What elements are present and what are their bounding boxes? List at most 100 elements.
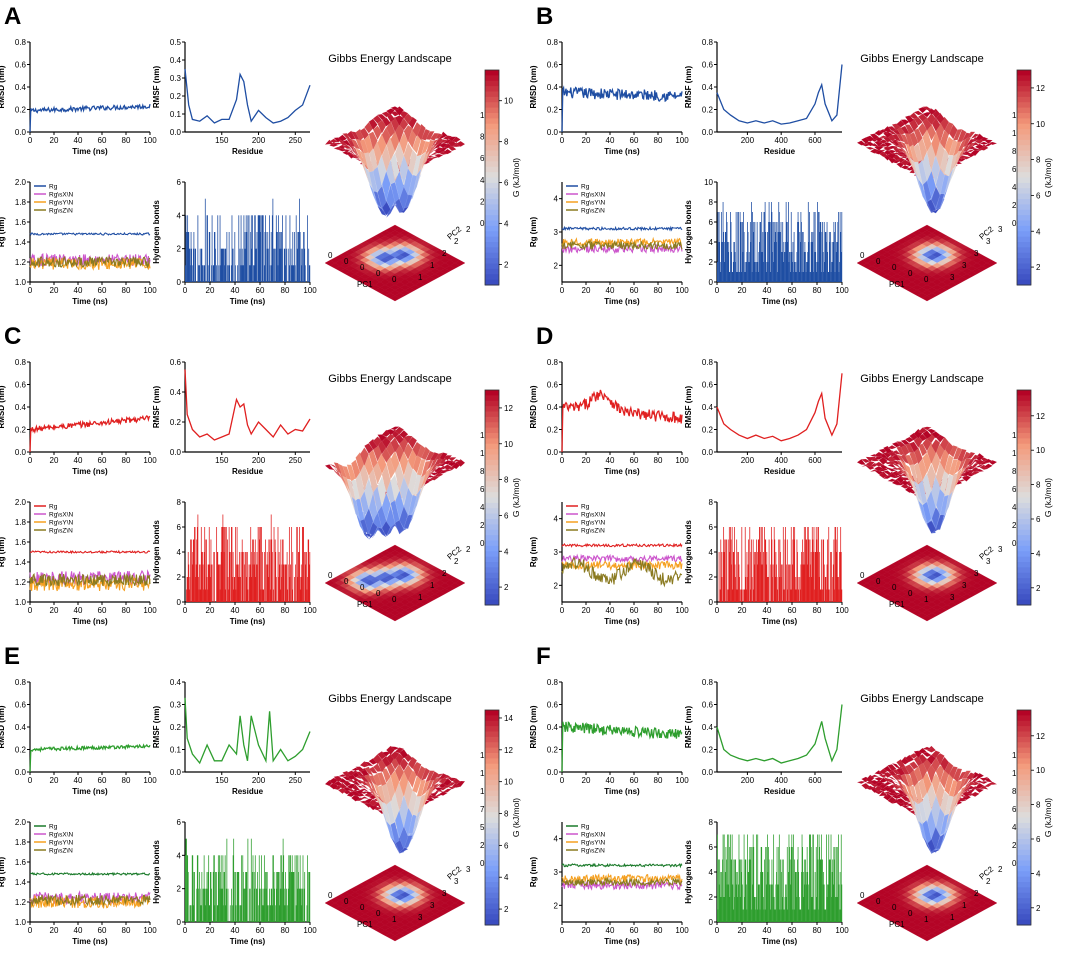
rg-xtick-label: 100: [143, 606, 157, 615]
fel-title: Gibbs Energy Landscape: [328, 693, 452, 705]
colorbar-segment: [485, 715, 499, 721]
colorbar-segment: [485, 893, 499, 899]
colorbar-segment: [1017, 909, 1031, 915]
hb-bar: [309, 265, 310, 282]
colorbar-segment: [1017, 390, 1031, 396]
rmsd-ytick-label: 0.6: [547, 61, 559, 70]
rg-legend-label: Rg\sZ\N: [581, 848, 605, 855]
rg-legend-label: Rg\sX\N: [581, 192, 606, 199]
rg-series-line: [562, 864, 682, 867]
hb-xtick-label: 20: [738, 286, 747, 295]
rmsf-ytick-label: 0.2: [170, 92, 182, 101]
rg-ytick-label: 1.8: [15, 518, 27, 527]
rg-ytick-label: 1.6: [15, 858, 27, 867]
rmsd-line: [30, 104, 150, 132]
fel-pc1-tick: 0: [392, 595, 397, 604]
hb-bar: [273, 249, 274, 282]
hb-ytick-label: 4: [177, 851, 182, 860]
rmsd-xtick-label: 40: [606, 136, 615, 145]
colorbar-segment: [1017, 75, 1031, 81]
rg-ytick-label: 1.0: [15, 918, 27, 927]
colorbar-segment: [1017, 156, 1031, 162]
rmsd-xtick-label: 20: [50, 776, 59, 785]
hb-xlabel: Time (ns): [230, 297, 266, 306]
fel-pc1-tick: 0: [328, 891, 333, 900]
rmsf-line: [185, 69, 310, 123]
colorbar-segment: [1017, 812, 1031, 818]
hb-xtick-label: 100: [835, 606, 849, 615]
fel-pc2-tick: 1: [962, 901, 967, 910]
rg-ytick-label: 3: [554, 228, 559, 237]
rmsf-xtick-label: 600: [808, 776, 822, 785]
rmsf-line: [717, 373, 842, 441]
fel-pc1-tick: 1: [924, 595, 929, 604]
rmsf-ytick-label: 0.3: [170, 701, 182, 710]
colorbar-segment: [1017, 247, 1031, 253]
colorbar-segment: [485, 541, 499, 547]
rmsf-ytick-label: 0.4: [702, 403, 714, 412]
colorbar-segment: [1017, 124, 1031, 130]
fel-z-tick: 6: [1012, 485, 1017, 494]
colorbar-segment: [485, 769, 499, 775]
rmsf-ytick-label: 0.6: [702, 701, 714, 710]
rmsf-xlabel: Residue: [232, 467, 264, 476]
panel-label: D: [536, 323, 553, 350]
colorbar-tick-label: 12: [1036, 84, 1045, 93]
colorbar-segment: [485, 861, 499, 867]
fel-pc1-label: PC1: [357, 280, 373, 289]
fel-pc2-tick: 3: [466, 865, 471, 874]
colorbar-segment: [1017, 401, 1031, 407]
hb-ylabel: Hydrogen bonds: [684, 840, 693, 904]
hb-xtick-label: 80: [281, 606, 290, 615]
hb-ytick-label: 0: [709, 598, 714, 607]
hb-ytick-label: 4: [177, 211, 182, 220]
hb-bar: [203, 265, 204, 282]
fel-pc1-tick: 0: [876, 897, 881, 906]
colorbar-segment: [485, 567, 499, 573]
rg-ytick-label: 1.4: [15, 558, 27, 567]
hb-bar: [272, 552, 273, 602]
colorbar-segment: [485, 737, 499, 743]
colorbar-segment: [1017, 92, 1031, 98]
fel: Gibbs Energy Landscape0.02.55.07.510.012…: [325, 693, 521, 941]
colorbar-segment: [485, 796, 499, 802]
hb-xtick-label: 40: [231, 286, 240, 295]
hb-xlabel: Time (ns): [762, 297, 798, 306]
colorbar-segment: [485, 742, 499, 748]
colorbar-segment: [485, 721, 499, 727]
colorbar-segment: [485, 183, 499, 189]
hb-bar: [741, 527, 742, 602]
colorbar-segment: [1017, 455, 1031, 461]
rg-ylabel: Rg (nm): [0, 217, 6, 248]
colorbar-segment: [485, 156, 499, 162]
rmsd-xtick-label: 20: [582, 776, 591, 785]
colorbar-segment: [1017, 498, 1031, 504]
rg-legend-label: Rg\sX\N: [49, 832, 74, 839]
colorbar-segment: [485, 775, 499, 781]
hb-bar: [756, 835, 757, 923]
colorbar-segment: [1017, 406, 1031, 412]
hb-bar: [248, 215, 249, 282]
colorbar-segment: [1017, 274, 1031, 280]
rmsf-xtick-label: 400: [775, 456, 789, 465]
hb-bar: [251, 839, 252, 922]
rmsd-xlabel: Time (ns): [72, 467, 108, 476]
hb-xtick-label: 20: [738, 606, 747, 615]
hb-bar: [831, 552, 832, 602]
colorbar-segment: [485, 145, 499, 151]
colorbar-tick-label: 4: [504, 873, 509, 882]
rg-legend-label: Rg\sZ\N: [581, 208, 605, 215]
rg-legend-label: Rg\sY\N: [49, 200, 74, 207]
rg-xtick-label: 100: [143, 286, 157, 295]
colorbar-segment: [1017, 780, 1031, 786]
colorbar-segment: [485, 812, 499, 818]
rmsf-line: [185, 698, 310, 763]
rg-legend-label: Rg\sX\N: [49, 192, 74, 199]
colorbar-tick-label: 8: [1036, 481, 1041, 490]
colorbar-tick-label: 12: [1036, 412, 1045, 421]
rmsd-xtick-label: 60: [98, 136, 107, 145]
hb-xtick-label: 100: [303, 926, 317, 935]
hb-bar: [250, 889, 251, 922]
rmsd-xtick-label: 60: [98, 776, 107, 785]
rmsf-ytick-label: 0.4: [170, 56, 182, 65]
